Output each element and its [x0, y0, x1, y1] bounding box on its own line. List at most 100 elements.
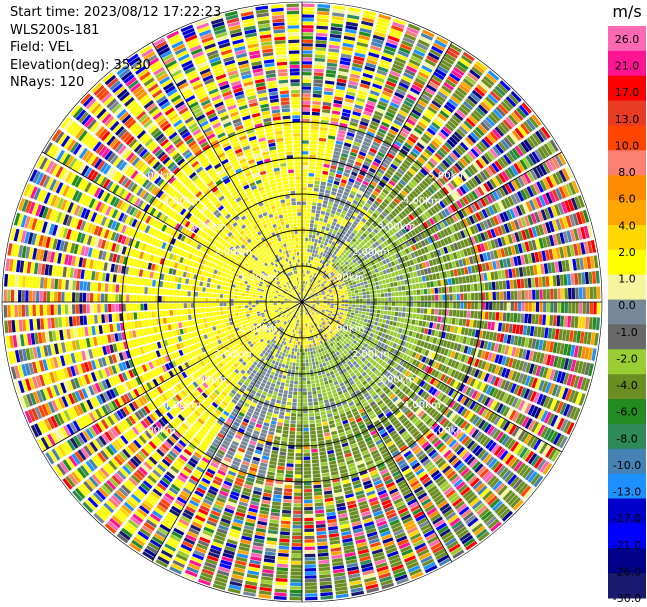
ppi-cell [327, 58, 338, 64]
ppi-cell [321, 225, 326, 230]
instrument-label: WLS200s-181 [10, 22, 100, 38]
ppi-cell [357, 202, 364, 208]
ppi-cell [315, 273, 318, 277]
ppi-cell [391, 122, 401, 130]
ppi-cell [408, 115, 418, 123]
ppi-cell [394, 91, 405, 99]
ppi-cell [309, 287, 313, 291]
ppi-cell [352, 62, 363, 69]
ppi-cell [322, 237, 326, 242]
ppi-cell [382, 142, 391, 149]
ppi-cell [302, 169, 308, 173]
ppi-cell [302, 129, 310, 133]
ppi-cell [374, 27, 387, 34]
ppi-cell [302, 72, 312, 76]
ppi-cell [328, 172, 335, 177]
ppi-cell [384, 114, 394, 122]
ppi-cell [370, 164, 378, 171]
ppi-cell [390, 146, 399, 154]
ppi-cell [337, 74, 348, 80]
ppi-cell [329, 236, 334, 241]
ppi-cell [369, 147, 378, 154]
ppi-cell [308, 282, 311, 286]
ppi-cell [369, 167, 376, 174]
ppi-cell [303, 270, 305, 274]
ppi-cell [435, 68, 447, 78]
ppi-cell [327, 138, 335, 144]
ppi-cell [330, 191, 337, 196]
ppi-cell [344, 28, 357, 34]
ppi-cell [329, 128, 337, 133]
ppi-cell [369, 48, 381, 55]
ppi-cell [302, 115, 310, 119]
ppi-cell [313, 75, 324, 80]
ppi-cell [313, 246, 317, 250]
ppi-cell [314, 253, 317, 258]
ppi-cell [326, 182, 333, 187]
ppi-cell [302, 32, 314, 36]
ppi-cell [378, 148, 387, 155]
ppi-cell [306, 277, 309, 282]
ppi-cell [307, 248, 310, 253]
ppi-cell [311, 205, 317, 210]
ppi-cell [302, 280, 304, 285]
ppi-cell [342, 149, 350, 155]
ppi-cell [424, 87, 435, 96]
ppi-cell [334, 199, 340, 205]
ppi-cell [393, 18, 406, 26]
ppi-cell [338, 216, 344, 222]
ppi-cell [375, 24, 388, 31]
ppi-cell [336, 170, 343, 175]
ppi-cell [332, 184, 339, 189]
ppi-cell [302, 14, 314, 18]
ppi-cell [359, 83, 370, 89]
ppi-cell [322, 167, 329, 172]
ppi-cell [305, 293, 308, 297]
ppi-cell [318, 221, 323, 226]
ppi-cell [359, 186, 366, 193]
ppi-cell [327, 255, 331, 260]
ppi-cell [322, 105, 331, 110]
ppi-cell [355, 100, 365, 107]
ppi-cell [304, 244, 308, 249]
ppi-cell [346, 17, 359, 24]
ppi-cell [308, 286, 311, 290]
ppi-cell [346, 162, 354, 167]
ppi-cell [302, 144, 309, 148]
ppi-cell [404, 68, 416, 77]
ppi-cell [386, 108, 397, 115]
ppi-cell [311, 284, 315, 288]
ppi-cell [372, 34, 385, 41]
ppi-cell [362, 72, 373, 79]
ppi-cell [404, 121, 414, 129]
ppi-cell [359, 170, 366, 177]
ppi-cell [414, 77, 426, 86]
ppi-cell [302, 252, 305, 256]
ppi-cell [314, 57, 325, 62]
ppi-cell [347, 209, 354, 215]
ppi-cell [302, 176, 308, 180]
ppi-cell [317, 202, 322, 207]
ppi-cell [357, 154, 365, 160]
ppi-cell [318, 247, 322, 252]
ppi-cell [311, 209, 316, 213]
ppi-cell [332, 246, 337, 251]
ppi-cell [338, 163, 345, 168]
ppi-cell [366, 131, 375, 137]
ppi-cell [378, 13, 392, 21]
ppi-cell [303, 273, 305, 277]
ppi-cell [353, 164, 361, 170]
ppi-cell [363, 137, 372, 144]
ppi-cell [345, 21, 359, 27]
ppi-cell [302, 82, 312, 87]
ppi-cell [316, 262, 319, 266]
ppi-cell [305, 270, 307, 274]
ppi-cell [420, 93, 431, 102]
ppi-cell [408, 59, 421, 67]
ppi-cell [334, 143, 343, 149]
ppi-cell [334, 226, 339, 232]
ppi-cell [309, 227, 313, 231]
ppi-cell [341, 49, 353, 55]
ppi-cell [338, 186, 345, 191]
